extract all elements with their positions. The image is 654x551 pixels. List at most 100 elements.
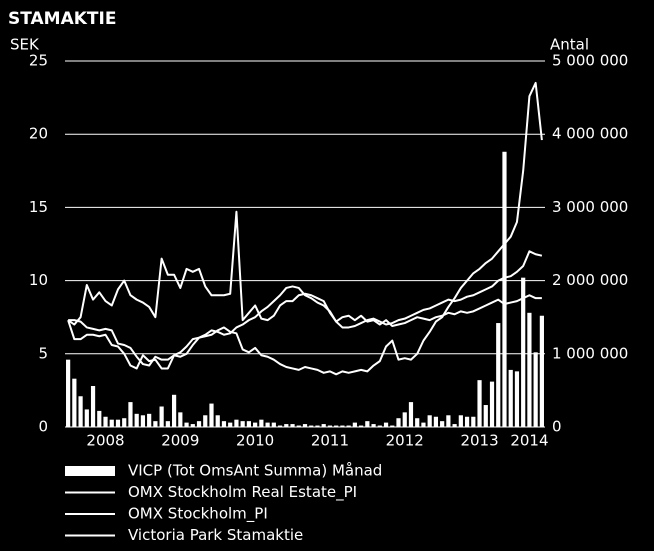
y2-tick-label: 3 000 000 [552,198,628,216]
y2-axis-label: Antal [550,36,589,54]
line [67,81,543,376]
y2-tick-label: 4 000 000 [552,125,628,143]
x-tick-label: 2010 [236,432,274,450]
x-tick-label: 2014 [510,432,548,450]
bar [277,425,283,427]
bar [396,418,401,427]
bar [165,421,170,427]
bar [415,418,420,427]
bar [483,405,488,427]
y-tick-label: 25 [29,52,48,70]
bar [502,151,507,427]
bar [234,419,239,427]
bar [408,402,414,427]
bar [221,421,227,427]
bar [184,422,189,427]
bar [209,403,214,427]
bar [228,422,233,427]
chart-title: STAMAKTIE [8,9,116,29]
bar [78,396,83,427]
bar [159,406,164,427]
bar [346,425,351,427]
bar [66,359,71,427]
bar [402,412,407,427]
bar [440,421,445,427]
line [68,250,543,367]
bar [315,425,320,427]
y-axis-label: SEK [10,36,40,54]
bar [321,424,326,427]
bar [215,415,220,427]
bar [153,421,158,427]
bar [103,416,108,427]
bar [359,425,364,427]
bar [122,418,127,427]
bar [190,424,195,427]
bar [508,369,513,427]
bar [496,323,501,427]
bar [527,312,532,427]
x-tick-label: 2011 [311,432,349,450]
bar [458,415,463,427]
bar [421,422,426,427]
y2-tick-label: 5 000 000 [552,52,628,70]
bar [140,415,146,427]
bar [290,424,295,427]
bar [377,425,382,427]
bar [309,425,314,427]
bar [533,352,538,427]
bar [115,419,121,427]
bar [203,415,208,427]
y-tick-label: 0 [38,418,48,436]
bar [296,425,301,427]
bar [271,422,276,427]
bar [240,421,245,427]
bar [352,422,357,427]
bar [489,381,495,427]
bar [446,415,451,427]
bar [365,421,370,427]
legend-label: OMX Stockholm Real Estate_PI [128,483,357,502]
bar [452,424,457,427]
bar [171,394,177,427]
y2-tick-label: 2 000 000 [552,271,628,289]
bar [471,416,476,427]
bar [302,424,308,427]
y-tick-label: 10 [29,271,48,289]
bar [109,419,114,427]
bar [427,415,432,427]
bar [464,416,470,427]
y2-tick-label: 1 000 000 [552,344,628,362]
x-tick-label: 2013 [460,432,498,450]
bar [128,402,133,427]
line [67,210,542,327]
y-tick-label: 5 [38,344,48,362]
x-tick-label: 2009 [161,432,199,450]
legend-label: OMX Stockholm_PI [128,505,268,524]
bar [246,421,251,427]
bar [521,277,526,427]
bar [390,425,395,427]
bar [340,425,345,427]
bar [327,425,333,427]
x-tick-label: 2008 [86,432,124,450]
legend-label: VICP (Tot OmsAnt Summa) Månad [128,462,382,480]
bar [539,315,544,427]
bar [334,425,339,427]
bar [433,416,439,427]
bar [147,413,152,427]
bar [477,380,482,427]
bar [84,409,89,427]
bar [514,371,520,427]
y-tick-label: 20 [29,125,48,143]
bar [253,422,258,427]
bar [97,410,102,427]
bar [284,424,289,427]
y-tick-label: 15 [29,198,48,216]
legend-label: Victoria Park Stamaktie [128,526,303,544]
y2-tick-label: 0 [552,418,562,436]
bar [196,421,202,427]
bar [383,422,389,427]
